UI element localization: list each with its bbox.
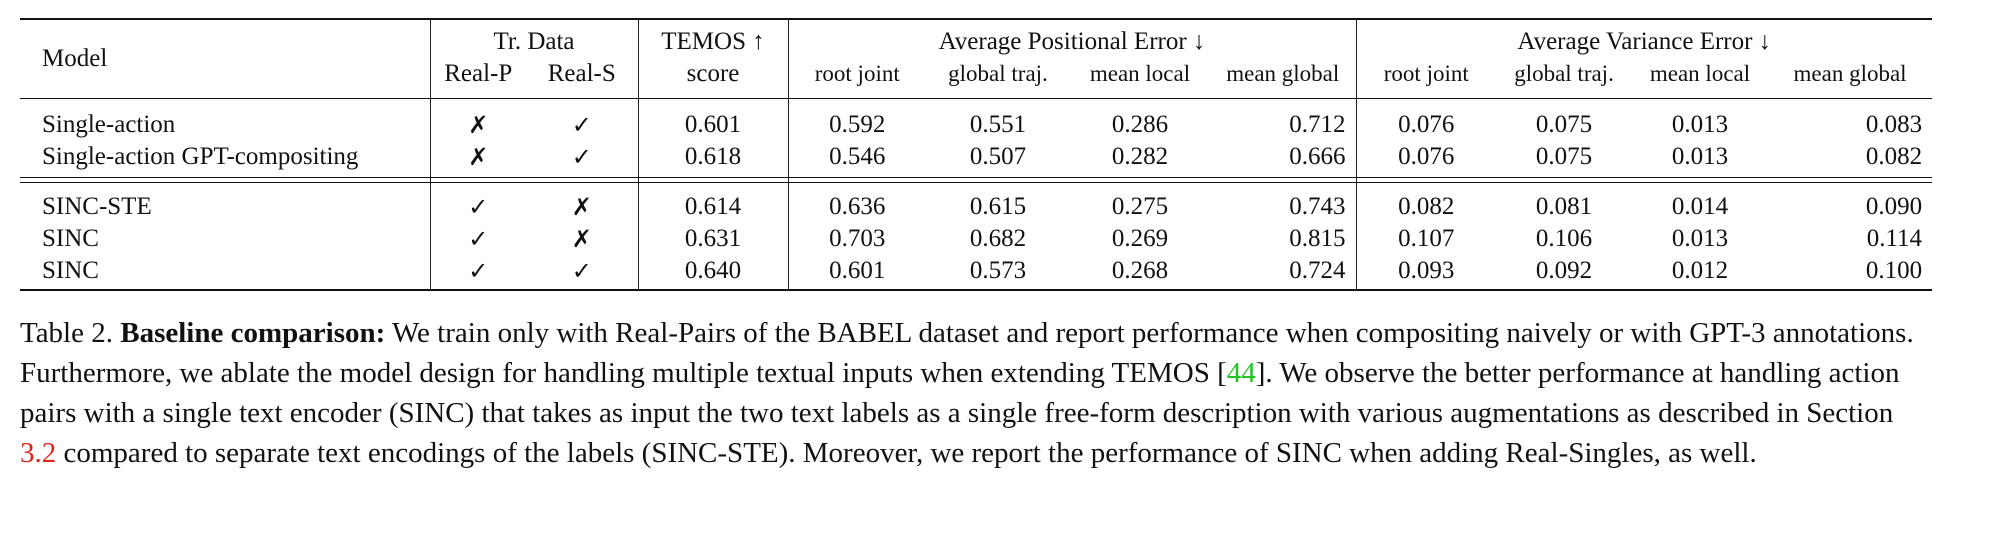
header-row-top: Model Tr. Data TEMOS ↑ Average Positiona…	[20, 18, 1933, 99]
row-value: 0.282	[1070, 141, 1210, 178]
section-ref-link[interactable]: 3.2	[20, 437, 57, 469]
table-caption: Table 2. Baseline comparison: We train o…	[20, 313, 1932, 473]
row-value: 0.275	[1111, 193, 1169, 220]
row-real-s: ✗	[526, 182, 639, 223]
header-ave-global-traj: global traj.	[1514, 61, 1614, 86]
row-value: 0.075	[1496, 141, 1633, 178]
row-value: 0.075	[1496, 98, 1633, 141]
row-model: Single-action GPT-compositing	[20, 141, 431, 178]
header-ape-mean-global: mean global	[1210, 58, 1357, 99]
row-value: 0.615	[969, 193, 1027, 220]
header-real-p: Real-P	[444, 60, 513, 87]
caption-bold-title: Baseline comparison:	[120, 317, 386, 349]
row-value: 0.083	[1768, 98, 1933, 141]
row-temos: 0.601	[638, 98, 789, 141]
row-value: 0.093	[1356, 255, 1497, 291]
results-table: Model Tr. Data TEMOS ↑ Average Positiona…	[20, 18, 1933, 291]
row-value: 0.081	[1535, 193, 1593, 220]
header-ape-mean-local: mean local	[1089, 61, 1191, 86]
header-model: Model	[20, 18, 431, 99]
table-row: SINC ✓ ✓ 0.640 0.601 0.573 0.268 0.724 0…	[20, 255, 1933, 291]
row-temos-best: 0.640	[638, 255, 789, 291]
table-row: Single-action ✗ ✓ 0.601 0.592 0.551 0.28…	[20, 98, 1933, 141]
row-value: 0.712	[1210, 98, 1357, 141]
header-real-s: Real-S	[526, 58, 639, 99]
row-temos: 0.614	[638, 182, 789, 223]
caption-text-3: compared to separate text encodings of t…	[56, 437, 1757, 469]
row-value: 0.601	[788, 255, 926, 291]
header-ape-root-joint: root joint	[814, 61, 900, 86]
row-temos: 0.631	[638, 223, 789, 255]
results-table-figure: Model Tr. Data TEMOS ↑ Average Positiona…	[20, 18, 1933, 473]
row-value: 0.014	[1671, 193, 1729, 220]
row-real-p: ✗	[430, 98, 526, 141]
header-ave-root-joint: root joint	[1383, 61, 1469, 86]
header-ape: Average Positional Error ↓	[788, 18, 1357, 58]
row-value: 0.100	[1768, 255, 1933, 291]
caption-text-2: ]. We observe the better performance at …	[20, 357, 1900, 429]
row-real-p: ✗	[430, 141, 526, 178]
caption-text-1: We train only with Real-Pairs of the BAB…	[20, 317, 1914, 389]
row-model: SINC	[20, 255, 431, 291]
row-value: 0.592	[788, 98, 926, 141]
row-value: 0.013	[1671, 225, 1729, 252]
row-value: 0.636	[829, 193, 886, 220]
row-value: 0.286	[1070, 98, 1210, 141]
row-value: 0.013	[1632, 141, 1769, 178]
row-real-p: ✓	[430, 255, 526, 291]
header-ave-mean-local: mean local	[1649, 61, 1751, 86]
row-value: 0.724	[1210, 255, 1357, 291]
row-value: 0.743	[1210, 182, 1357, 223]
row-value: 0.013	[1632, 98, 1769, 141]
row-value: 0.076	[1356, 98, 1497, 141]
header-row-sub: Real-P Real-S score root joint global tr…	[20, 58, 1932, 99]
row-value: 0.269	[1111, 225, 1169, 252]
header-tr-data: Tr. Data	[430, 18, 639, 58]
row-value: 0.507	[926, 141, 1070, 178]
citation-link[interactable]: 44	[1226, 357, 1256, 389]
row-value: 0.546	[788, 141, 926, 178]
table-row: SINC-STE ✓ ✗ 0.614 0.636 0.615 0.275 0.7…	[20, 182, 1932, 223]
row-value: 0.268	[1070, 255, 1210, 291]
header-ave: Average Variance Error ↓	[1356, 18, 1933, 58]
header-ape-global-traj: global traj.	[948, 61, 1048, 86]
row-temos: 0.618	[638, 141, 789, 178]
row-value: 0.573	[926, 255, 1070, 291]
row-real-p: ✓	[468, 225, 489, 253]
row-value: 0.082	[1398, 193, 1455, 220]
header-temos: TEMOS ↑	[638, 18, 789, 58]
row-real-s: ✓	[526, 98, 639, 141]
row-real-s: ✓	[526, 141, 639, 178]
row-value: 0.107	[1398, 225, 1455, 252]
table-row: Single-action GPT-compositing ✗ ✓ 0.618 …	[20, 141, 1933, 178]
row-value: 0.012	[1632, 255, 1769, 291]
double-rule	[20, 177, 1933, 183]
row-real-s: ✓	[526, 255, 639, 291]
row-real-s: ✗	[526, 223, 639, 255]
row-model: SINC-STE	[20, 182, 431, 223]
row-value: 0.106	[1535, 225, 1593, 252]
row-model: SINC	[20, 223, 431, 255]
row-value: 0.092	[1496, 255, 1633, 291]
row-value: 0.703	[829, 225, 886, 252]
row-model: Single-action	[20, 98, 431, 141]
row-real-p: ✓	[468, 193, 489, 221]
row-value: 0.666	[1210, 141, 1357, 178]
caption-label: Table 2.	[20, 317, 113, 349]
row-value: 0.551	[926, 98, 1070, 141]
row-value: 0.114	[1866, 225, 1923, 252]
header-ave-mean-global: mean global	[1793, 61, 1907, 86]
row-value: 0.076	[1356, 141, 1497, 178]
row-value: 0.090	[1865, 193, 1923, 220]
row-value: 0.682	[969, 225, 1027, 252]
table-row: SINC ✓ ✗ 0.631 0.703 0.682 0.269 0.815 0…	[20, 223, 1932, 255]
row-value: 0.815	[1210, 223, 1357, 255]
row-value: 0.082	[1768, 141, 1933, 178]
header-score: score	[638, 58, 789, 99]
